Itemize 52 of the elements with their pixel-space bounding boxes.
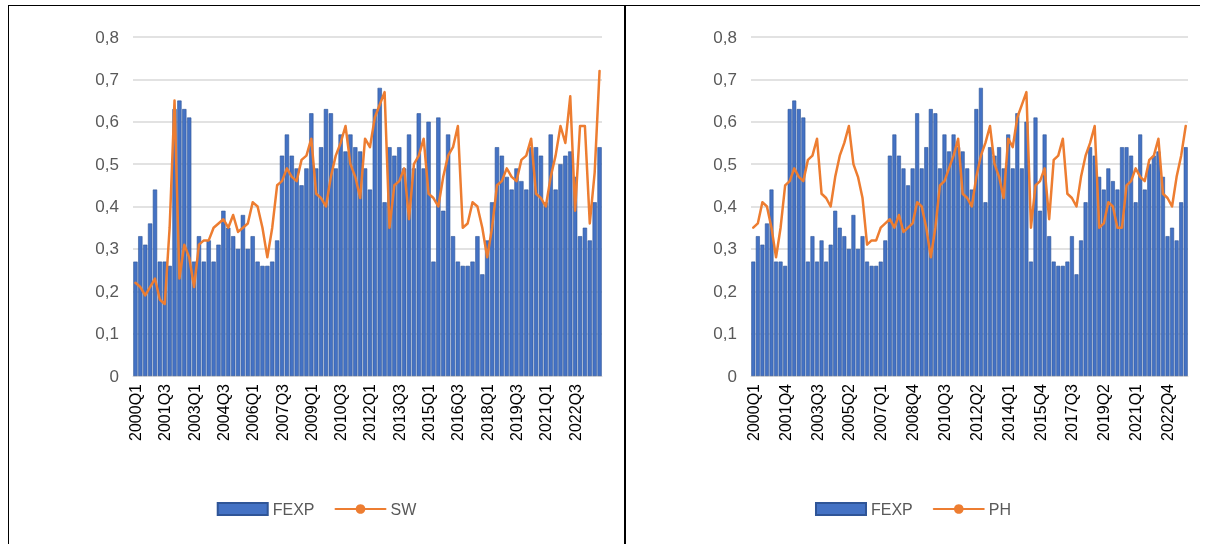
x-tick-label: 2022Q4 (1159, 383, 1177, 441)
y-tick-label: 0,4 (713, 197, 737, 216)
x-tick-label: 2012Q1 (361, 383, 379, 441)
y-tick-label: 0,7 (713, 69, 737, 89)
legend-label: FEXP (870, 500, 913, 518)
x-tick-label: 2007Q3 (273, 383, 291, 441)
x-tick-label: 2005Q2 (840, 383, 858, 441)
x-tick-label: 2004Q3 (214, 383, 232, 441)
x-tick-label: 2008Q4 (904, 383, 922, 441)
y-tick-label: 0,8 (95, 27, 119, 47)
x-tick-label: 2013Q3 (390, 383, 408, 441)
x-tick-label: 2019Q2 (1095, 383, 1113, 441)
x-tick-label: 2001Q4 (776, 383, 794, 441)
x-tick-label: 2019Q3 (508, 383, 526, 441)
y-tick-label: 0,6 (713, 112, 737, 132)
x-tick-label: 2000Q1 (126, 383, 144, 441)
y-tick-label: 0,4 (95, 197, 119, 216)
y-tick-label: 0 (727, 366, 737, 386)
legend-label: FEXP (272, 500, 315, 518)
x-tick-label: 2010Q3 (332, 383, 350, 441)
x-tick-label: 2010Q3 (935, 383, 953, 441)
x-tick-label: 2006Q1 (244, 383, 262, 441)
x-tick-label: 2021Q1 (537, 383, 555, 441)
x-tick-label: 2018Q1 (478, 383, 496, 441)
x-tick-label: 2015Q1 (420, 383, 438, 441)
x-tick-label: 2012Q2 (967, 383, 985, 441)
x-tick-label: 2003Q3 (808, 383, 826, 441)
x-tick-label: 2003Q1 (185, 383, 203, 441)
y-tick-label: 0,5 (713, 154, 737, 174)
x-tick-label: 2016Q3 (449, 383, 467, 441)
y-tick-label: 0 (109, 366, 119, 386)
y-tick-label: 0,1 (713, 324, 737, 344)
y-tick-label: 0,7 (95, 69, 119, 89)
legend-label: SW (390, 500, 418, 518)
y-tick-label: 0,3 (95, 239, 119, 259)
y-tick-label: 0,8 (713, 27, 737, 47)
x-tick-label: 2000Q1 (744, 383, 762, 441)
y-tick-label: 0,6 (95, 112, 119, 132)
x-tick-label: 2014Q1 (999, 383, 1017, 441)
y-tick-label: 0,5 (95, 154, 119, 174)
legend-label: PH (988, 500, 1012, 518)
x-tick-label: 2017Q3 (1063, 383, 1081, 441)
x-tick-label: 2009Q1 (302, 383, 320, 441)
y-tick-label: 0,3 (713, 239, 737, 259)
x-tick-label: 2022Q3 (566, 383, 584, 441)
x-tick-label: 2021Q1 (1127, 383, 1145, 441)
x-tick-label: 2007Q1 (872, 383, 890, 441)
x-tick-label: 2001Q3 (156, 383, 174, 441)
y-tick-label: 0,1 (95, 324, 119, 344)
y-tick-label: 0,2 (95, 281, 119, 301)
x-tick-label: 2015Q4 (1031, 383, 1049, 441)
y-tick-label: 0,2 (713, 281, 737, 301)
